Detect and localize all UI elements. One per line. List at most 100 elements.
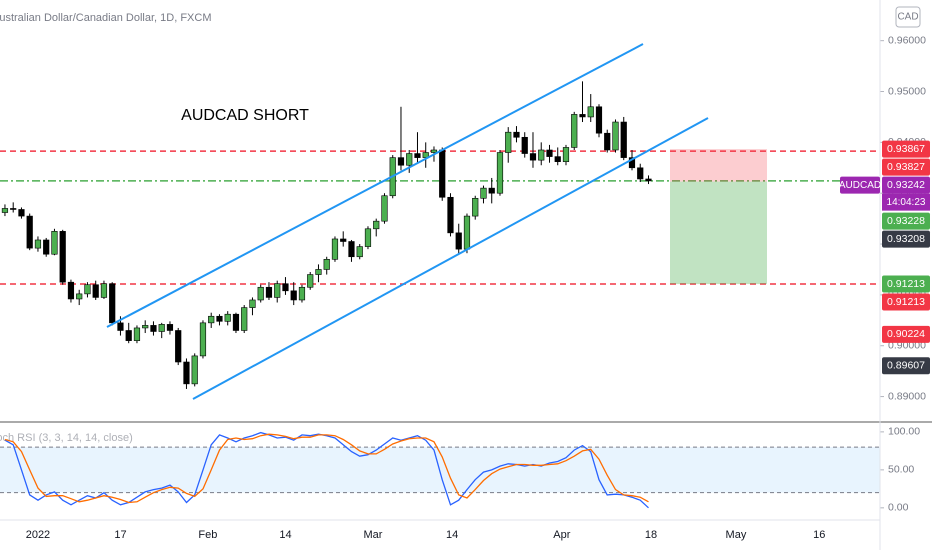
price-badge-label: 0.91213	[887, 296, 925, 308]
stop-zone	[670, 149, 767, 182]
candle-body	[18, 209, 25, 217]
candle-body	[166, 324, 174, 331]
countdown: 14:04:23	[887, 197, 926, 208]
candle-body	[92, 284, 99, 298]
candle-body	[150, 325, 157, 332]
candle-body	[628, 157, 636, 169]
candle-body	[125, 330, 132, 341]
price-badge-label: 0.93867	[887, 143, 925, 155]
x-tick-label: Mar	[363, 529, 382, 541]
currency-box[interactable]	[895, 6, 921, 28]
candle-body	[290, 290, 297, 301]
price-badge-label: 0.90224	[887, 328, 925, 340]
candle-body	[249, 299, 256, 308]
candle-body	[183, 361, 190, 385]
candle-body	[381, 195, 388, 222]
candle-body	[331, 238, 339, 260]
candle-body	[480, 187, 487, 199]
candle-body	[604, 132, 611, 151]
price-badge	[882, 176, 930, 194]
candle-body	[274, 283, 281, 298]
price-badge-label: 0.89607	[887, 359, 925, 371]
candle-body	[191, 355, 198, 385]
candle-body	[133, 327, 141, 341]
candle-body	[59, 231, 66, 283]
x-tick-label: 17	[114, 529, 126, 541]
candle-body	[241, 307, 248, 331]
y-tick-label: 50.00	[888, 464, 914, 476]
y-tick-label: 0.95000	[888, 85, 926, 97]
candle-body	[562, 147, 570, 162]
candle-body	[298, 286, 306, 301]
candle-body	[282, 283, 289, 292]
y-tick-label: 0.96000	[888, 34, 926, 46]
candle-body	[142, 325, 149, 329]
candle-body	[34, 239, 42, 249]
symbol-badge-label: AUDCAD	[839, 180, 881, 191]
candle-body	[232, 313, 240, 331]
price-badge	[882, 212, 930, 230]
candle-body	[175, 330, 182, 363]
x-tick-label: 18	[645, 529, 657, 541]
candle-body	[364, 228, 372, 247]
candle-body	[307, 274, 314, 288]
price-badge-label: 0.91213	[887, 278, 925, 290]
candle-body	[1, 208, 9, 213]
candle-body	[67, 281, 75, 300]
candle-body	[76, 293, 83, 300]
candle-body	[100, 283, 108, 298]
indicator-line	[4, 433, 649, 504]
price-badge	[882, 140, 930, 158]
candle-body	[117, 322, 124, 331]
x-tick-label: 16	[813, 529, 825, 541]
channel-upper	[106, 43, 644, 328]
indicator-title: Stoch RSI (3, 3, 14, 14, close)	[0, 432, 133, 444]
candle-body	[620, 121, 627, 158]
price-badge	[882, 275, 930, 293]
candle-body	[546, 149, 553, 157]
candle-body	[463, 215, 471, 250]
candle-body	[224, 313, 231, 322]
candle-body	[257, 286, 264, 301]
candle-body	[587, 106, 594, 118]
candle-body	[579, 114, 586, 118]
candle-body	[472, 197, 479, 217]
x-tick-label: May	[726, 529, 747, 541]
candle-body	[199, 322, 207, 357]
candle-body	[595, 106, 603, 134]
price-badge-label: 0.93208	[887, 233, 925, 245]
candle-body	[158, 324, 165, 332]
candle-body	[513, 131, 520, 138]
price-badge	[882, 230, 930, 248]
candle-body	[84, 284, 91, 295]
symbol-title: Australian Dollar/Canadian Dollar, 1D, F…	[0, 12, 211, 24]
x-tick-label: 14	[279, 529, 291, 541]
candle-body	[216, 315, 223, 322]
price-badge-label: 0.93242	[887, 179, 925, 191]
candle-body	[10, 208, 17, 210]
x-tick-label: 2022	[26, 529, 50, 541]
channel-lower	[192, 117, 709, 400]
candle-body	[348, 241, 355, 258]
candle-body	[406, 153, 413, 166]
candle-body	[51, 231, 58, 255]
indicator-line	[4, 431, 649, 509]
candle-body	[505, 131, 512, 153]
candle-body	[455, 232, 462, 250]
annotation: AUDCAD SHORT	[181, 107, 309, 124]
candle-body	[612, 121, 619, 151]
candle-body	[414, 153, 421, 158]
candle-body	[208, 315, 215, 324]
currency[interactable]: CAD	[897, 12, 918, 23]
candle-body	[496, 152, 504, 194]
candle-body	[439, 149, 446, 198]
candle-body	[26, 215, 33, 249]
price-badge	[882, 357, 930, 375]
y-tick-label: 0.89000	[888, 390, 926, 402]
target-zone	[670, 181, 767, 285]
candle-body	[637, 167, 644, 180]
x-tick-label: Apr	[553, 529, 570, 541]
